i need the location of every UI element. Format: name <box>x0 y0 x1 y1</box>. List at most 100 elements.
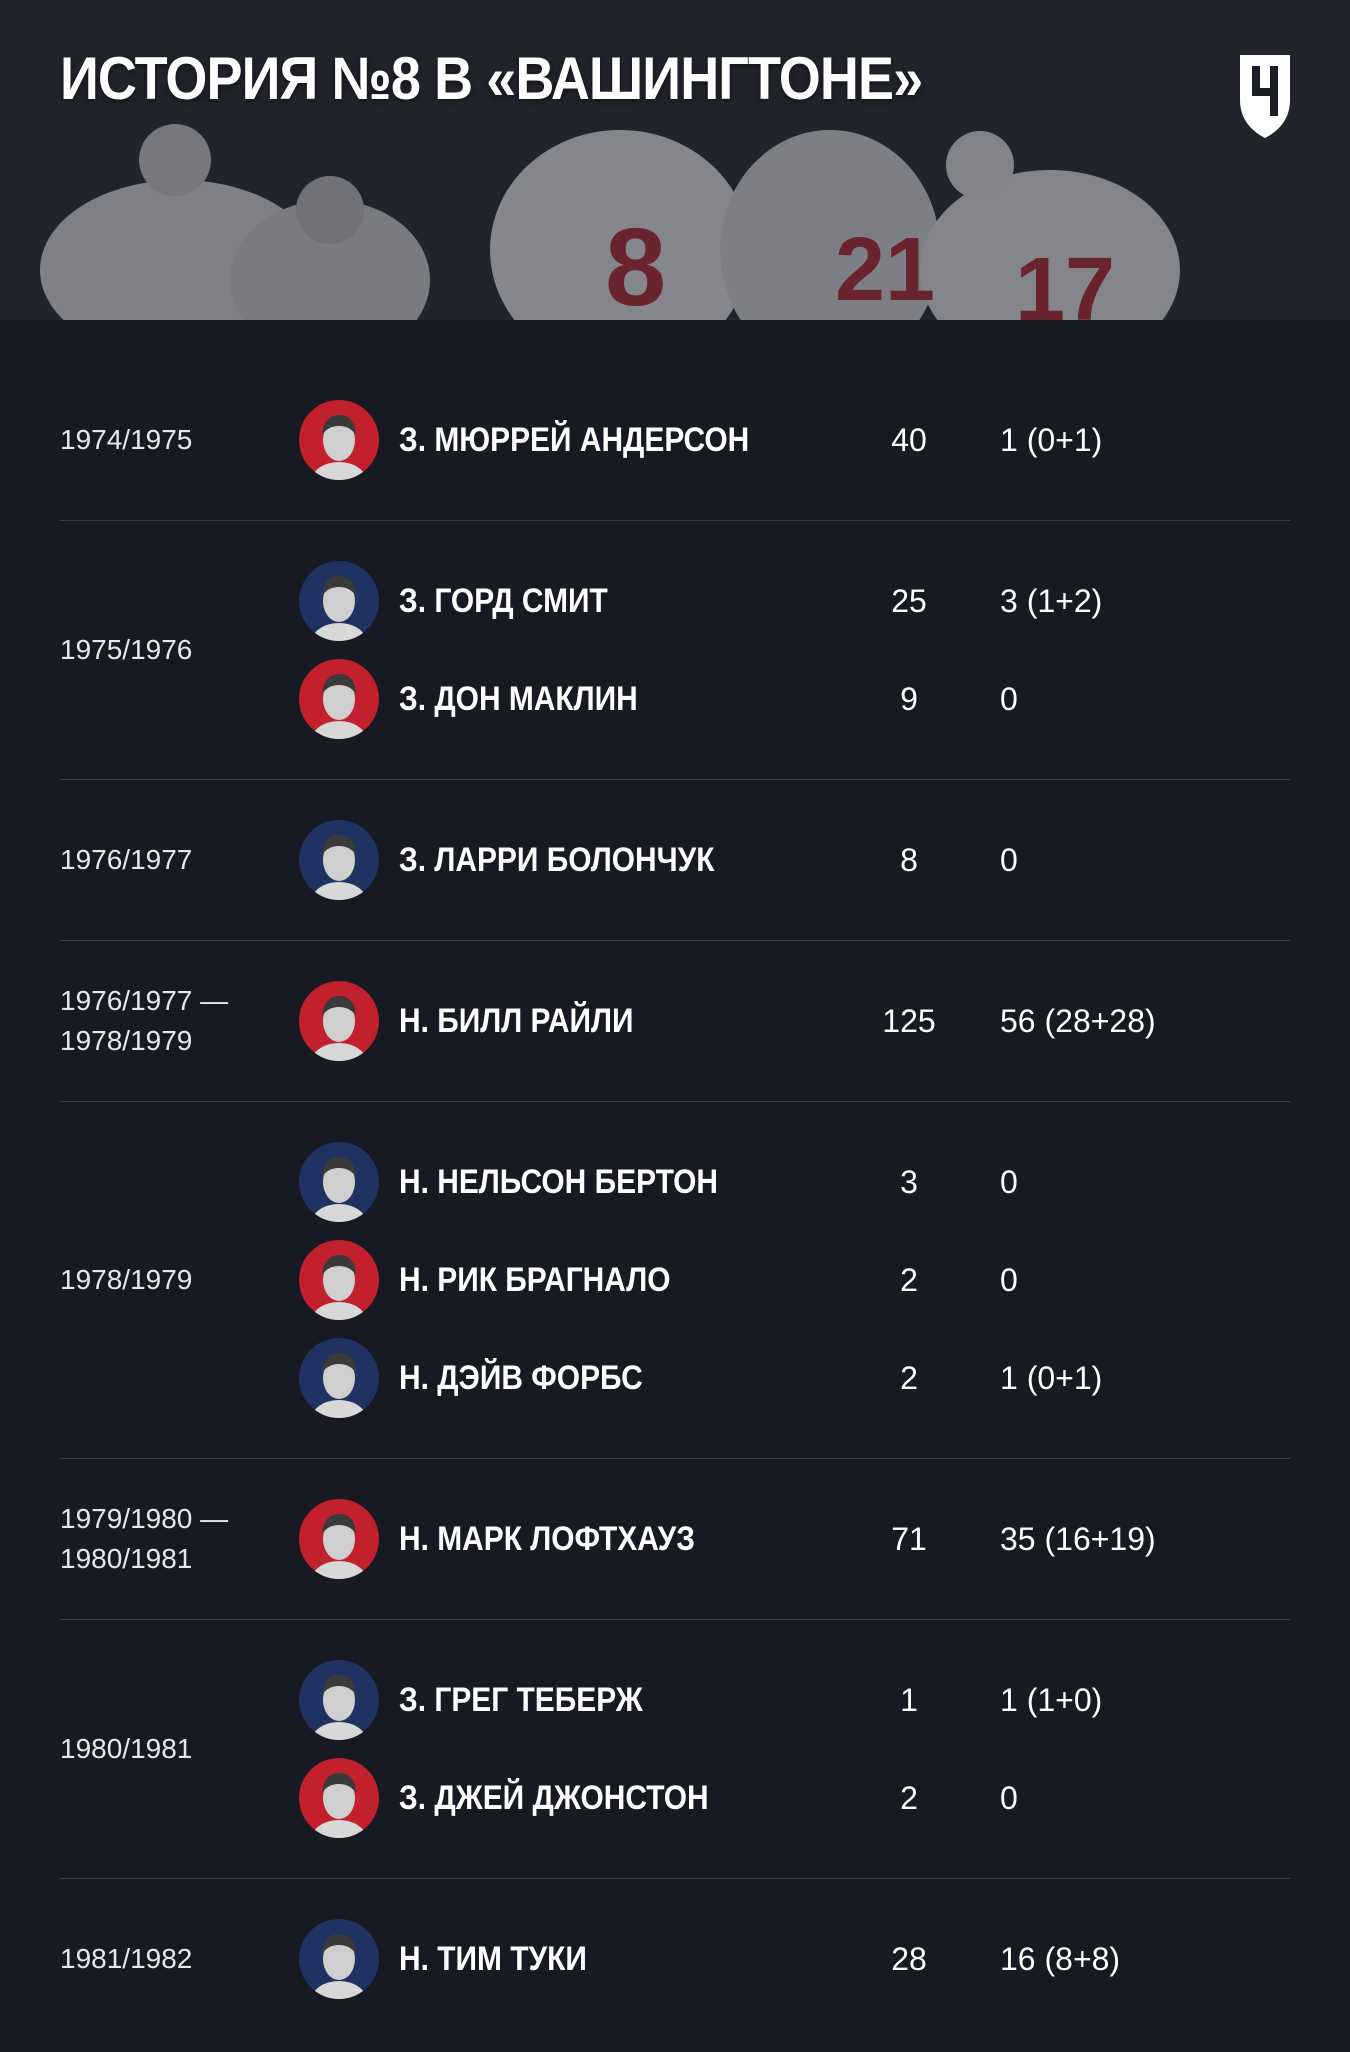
games: 1 <box>900 1681 918 1718</box>
season: 1974/1975 <box>60 391 280 489</box>
players: З. ГОРД СМИТ 25 3 (1+2) З. ДОН МАКЛИН 9 0 <box>280 552 1290 748</box>
games: 3 <box>900 1163 918 1200</box>
season-group: 1978/1979 Н. НЕЛЬСОН БЕРТОН 3 0 Н. РИК БРАГН… <box>60 1102 1290 1459</box>
points: 1 (0+1) <box>1000 421 1103 458</box>
avatar <box>299 1660 379 1740</box>
games: 8 <box>900 841 918 878</box>
player-row: З. ДОН МАКЛИН 9 0 <box>280 650 1290 748</box>
games: 28 <box>891 1940 927 1977</box>
season-line: 1974/1975 <box>60 424 193 455</box>
player-row: З. ЛАРРИ БОЛОНЧУК 8 0 <box>280 811 1290 909</box>
games: 9 <box>900 680 918 717</box>
header: 8 21 17 ИСТОРИЯ №8 В «ВАШИНГТОНЕ» <box>0 0 1350 320</box>
season-group: 1975/1976 З. ГОРД СМИТ 25 3 (1+2) З. ДОН МАК… <box>60 521 1290 780</box>
season-line: 1976/1977 <box>60 844 193 875</box>
roster-list: 1974/1975 З. МЮРРЕЙ АНДЕРСОН 40 1 (0+1) 1975… <box>0 320 1350 2039</box>
svg-text:21: 21 <box>835 220 935 320</box>
player-name: З. МЮРРЕЙ АНДЕРСОН <box>399 420 750 459</box>
season-group: 1976/1977 З. ЛАРРИ БОЛОНЧУК 8 0 <box>60 780 1290 941</box>
player-name: Н. ДЭЙВ ФОРБС <box>399 1358 643 1397</box>
avatar <box>299 561 379 641</box>
season-group: 1976/1977 — 1978/1979 Н. БИЛЛ РАЙЛИ 125 56 (… <box>60 941 1290 1102</box>
players: З. ЛАРРИ БОЛОНЧУК 8 0 <box>280 811 1290 909</box>
player-name: Н. НЕЛЬСОН БЕРТОН <box>399 1162 719 1201</box>
games: 125 <box>882 1002 936 1039</box>
player-row: Н. МАРК ЛОФТХАУЗ 71 35 (16+19) <box>280 1490 1290 1588</box>
points: 3 (1+2) <box>1000 582 1103 619</box>
season-group: 1974/1975 З. МЮРРЕЙ АНДЕРСОН 40 1 (0+1) <box>60 360 1290 521</box>
points: 16 (8+8) <box>1000 1940 1121 1977</box>
player-row: Н. НЕЛЬСОН БЕРТОН 3 0 <box>280 1133 1290 1231</box>
points: 1 (1+0) <box>1000 1681 1103 1718</box>
avatar <box>299 1338 379 1418</box>
player-name: З. ЛАРРИ БОЛОНЧУК <box>399 840 715 879</box>
season: 1976/1977 <box>60 811 280 909</box>
player-name: З. ГОРД СМИТ <box>399 581 608 620</box>
player-name: Н. ТИМ ТУКИ <box>399 1939 587 1978</box>
player-row: Н. БИЛЛ РАЙЛИ 125 56 (28+28) <box>280 972 1290 1070</box>
season-group: 1980/1981 З. ГРЕГ ТЕБЕРЖ 1 1 (1+0) З. ДЖЕЙ Д… <box>60 1620 1290 1879</box>
avatar <box>299 659 379 739</box>
avatar <box>299 820 379 900</box>
svg-text:8: 8 <box>605 206 666 320</box>
points: 35 (16+19) <box>1000 1520 1156 1557</box>
player-row: Н. ДЭЙВ ФОРБС 2 1 (0+1) <box>280 1329 1290 1427</box>
player-row: З. ГРЕГ ТЕБЕРЖ 1 1 (1+0) <box>280 1651 1290 1749</box>
avatar <box>299 1919 379 1999</box>
players: З. ГРЕГ ТЕБЕРЖ 1 1 (1+0) З. ДЖЕЙ ДЖОНСТОН 2 0 <box>280 1651 1290 1847</box>
players: Н. БИЛЛ РАЙЛИ 125 56 (28+28) <box>280 972 1290 1070</box>
season-line: 1980/1981 <box>60 1733 193 1764</box>
season-line: 1981/1982 <box>60 1943 193 1974</box>
points: 56 (28+28) <box>1000 1002 1156 1039</box>
season-group: 1981/1982 Н. ТИМ ТУКИ 28 16 (8+8) <box>60 1879 1290 2039</box>
player-name: Н. БИЛЛ РАЙЛИ <box>399 1001 634 1040</box>
season: 1978/1979 <box>60 1133 280 1427</box>
games: 2 <box>900 1261 918 1298</box>
players: З. МЮРРЕЙ АНДЕРСОН 40 1 (0+1) <box>280 391 1290 489</box>
season-line: 1979/1980 — <box>60 1503 229 1534</box>
title: ИСТОРИЯ №8 В «ВАШИНГТОНЕ» <box>60 45 923 112</box>
player-row: З. ДЖЕЙ ДЖОНСТОН 2 0 <box>280 1749 1290 1847</box>
season-line: 1975/1976 <box>60 634 193 665</box>
season: 1980/1981 <box>60 1651 280 1847</box>
season-line: 1978/1979 <box>60 1025 193 1056</box>
avatar <box>299 1240 379 1320</box>
player-row: З. ГОРД СМИТ 25 3 (1+2) <box>280 552 1290 650</box>
season: 1976/1977 — 1978/1979 <box>60 972 280 1070</box>
games: 40 <box>891 421 927 458</box>
games: 2 <box>900 1779 918 1816</box>
svg-text:17: 17 <box>1015 240 1115 320</box>
season-group: 1979/1980 — 1980/1981 Н. МАРК ЛОФТХАУЗ 71 35… <box>60 1459 1290 1620</box>
header-photo: 8 21 17 <box>0 0 1350 320</box>
season-line: 1980/1981 <box>60 1543 193 1574</box>
avatar <box>299 981 379 1061</box>
avatar <box>299 400 379 480</box>
player-name: З. ДЖЕЙ ДЖОНСТОН <box>399 1778 709 1817</box>
points: 1 (0+1) <box>1000 1359 1103 1396</box>
avatar <box>299 1142 379 1222</box>
player-name: Н. РИК БРАГНАЛО <box>399 1260 671 1299</box>
players: Н. МАРК ЛОФТХАУЗ 71 35 (16+19) <box>280 1490 1290 1588</box>
player-row: З. МЮРРЕЙ АНДЕРСОН 40 1 (0+1) <box>280 391 1290 489</box>
points: 0 <box>1000 1163 1018 1200</box>
season: 1981/1982 <box>60 1910 280 2008</box>
season-line: 1976/1977 — <box>60 985 229 1016</box>
points: 0 <box>1000 1261 1018 1298</box>
players: Н. ТИМ ТУКИ 28 16 (8+8) <box>280 1910 1290 2008</box>
games: 2 <box>900 1359 918 1396</box>
player-name: Н. МАРК ЛОФТХАУЗ <box>399 1519 696 1558</box>
season: 1975/1976 <box>60 552 280 748</box>
avatar <box>299 1499 379 1579</box>
player-row: Н. РИК БРАГНАЛО 2 0 <box>280 1231 1290 1329</box>
points: 0 <box>1000 680 1018 717</box>
avatar <box>299 1758 379 1838</box>
games: 71 <box>891 1520 927 1557</box>
games: 25 <box>891 582 927 619</box>
points: 0 <box>1000 1779 1018 1816</box>
player-row: Н. ТИМ ТУКИ 28 16 (8+8) <box>280 1910 1290 2008</box>
points: 0 <box>1000 841 1018 878</box>
players: Н. НЕЛЬСОН БЕРТОН 3 0 Н. РИК БРАГНАЛО 2 0 Н. Д… <box>280 1133 1290 1427</box>
player-name: З. ДОН МАКЛИН <box>399 679 638 718</box>
player-name: З. ГРЕГ ТЕБЕРЖ <box>399 1680 643 1719</box>
